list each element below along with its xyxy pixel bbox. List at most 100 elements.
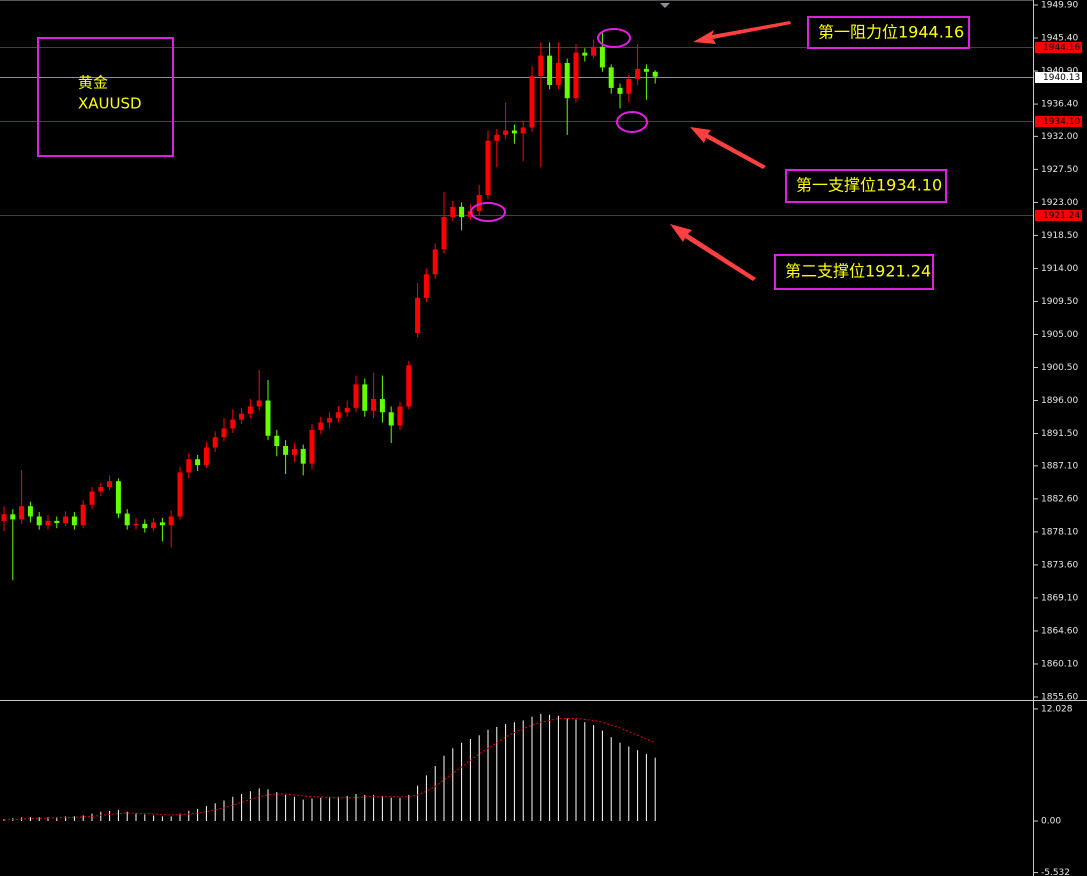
candle-body xyxy=(309,429,315,464)
level-label: 1940.13 xyxy=(1043,73,1080,83)
highlight-ellipse xyxy=(616,111,648,133)
highlight-ellipse xyxy=(597,28,631,48)
candle-body xyxy=(643,68,649,72)
y-tick-label: 1855.60 xyxy=(1041,693,1078,703)
y-tick-label: 1918.50 xyxy=(1041,231,1078,241)
level-tag xyxy=(1035,72,1082,83)
candle-body xyxy=(511,130,517,134)
candle-body xyxy=(564,62,570,99)
candle-body xyxy=(353,384,359,408)
arrow xyxy=(670,224,756,281)
candle-body xyxy=(538,55,544,77)
candle-body xyxy=(195,459,201,466)
candle-body xyxy=(98,487,104,492)
candle-body xyxy=(203,447,209,466)
level-tag xyxy=(1035,42,1082,53)
level-label: 1944.16 xyxy=(1043,43,1080,53)
candle-body xyxy=(450,206,456,218)
y-tick-label: 1882.60 xyxy=(1041,494,1078,504)
candle-body xyxy=(555,62,561,85)
candle-body xyxy=(652,71,658,77)
candle-body xyxy=(635,68,641,80)
candle-body xyxy=(362,384,368,411)
candle-body xyxy=(159,522,165,526)
candle-body xyxy=(54,520,60,524)
title-box xyxy=(37,37,174,157)
candle-body xyxy=(107,481,113,488)
candle-body xyxy=(344,407,350,413)
candle-body xyxy=(547,55,553,85)
candle-body xyxy=(573,52,579,99)
candle-body xyxy=(63,516,69,524)
y-tick-label: -5.532 xyxy=(1041,868,1070,876)
signal-line xyxy=(3,718,656,821)
candle-body xyxy=(608,67,614,88)
candle-body xyxy=(71,516,77,526)
candle-body xyxy=(124,513,130,526)
candle-body xyxy=(1,514,7,521)
candle-body xyxy=(379,399,385,413)
candle-body xyxy=(388,412,394,426)
candle-body xyxy=(503,130,509,135)
callout-text: 第一阻力位1944.16 xyxy=(818,23,964,42)
candle-body xyxy=(283,446,289,455)
y-tick-label: 1905.00 xyxy=(1041,330,1078,340)
candle-body xyxy=(335,412,341,419)
arrow xyxy=(690,127,766,169)
candle-body xyxy=(265,400,271,436)
y-tick-label: 12.028 xyxy=(1041,704,1073,714)
candle-body xyxy=(133,523,139,526)
y-tick-label: 1909.50 xyxy=(1041,297,1078,307)
y-tick-label: 1873.60 xyxy=(1041,560,1078,570)
candle-body xyxy=(617,87,623,94)
candle-body xyxy=(494,134,500,141)
candle-body xyxy=(371,399,377,411)
candle-body xyxy=(485,140,491,196)
candle-body xyxy=(239,413,245,420)
candle-body xyxy=(300,448,306,464)
candle-body xyxy=(415,297,421,334)
candle-body xyxy=(591,46,597,56)
candle-body xyxy=(247,406,253,414)
callout-box xyxy=(774,254,934,290)
candle-body xyxy=(291,448,297,455)
title: 黄金 xyxy=(78,74,108,92)
candle-body xyxy=(45,520,51,526)
callout-text: 第一支撑位1934.10 xyxy=(796,176,942,195)
candle-body xyxy=(274,435,280,447)
y-tick-label: 1878.10 xyxy=(1041,527,1078,537)
level-tag xyxy=(1035,210,1082,221)
shift-marker xyxy=(660,3,670,8)
candle-body xyxy=(168,516,174,526)
level-label: 1934.10 xyxy=(1043,117,1080,127)
candle-body xyxy=(626,79,632,94)
y-tick-label: 1860.10 xyxy=(1041,659,1078,669)
y-tick-label: 1864.60 xyxy=(1041,626,1078,636)
candle-body xyxy=(19,506,25,520)
candle-body xyxy=(36,516,42,526)
candle-body xyxy=(423,274,429,298)
y-tick-label: 1940.90 xyxy=(1041,67,1078,77)
y-tick-label: 1896.00 xyxy=(1041,396,1078,406)
candle-body xyxy=(432,249,438,275)
candle-body xyxy=(397,406,403,426)
candle-body xyxy=(256,400,262,407)
candle-body xyxy=(177,472,183,517)
highlight-ellipse xyxy=(470,202,506,222)
level-label: 1921.24 xyxy=(1043,211,1080,221)
candle-body xyxy=(212,437,218,448)
candle-body xyxy=(221,428,227,438)
candle-body xyxy=(476,195,482,212)
candle-body xyxy=(529,76,535,128)
candle-body xyxy=(406,365,412,407)
candle-body xyxy=(230,419,236,429)
y-tick-label: 1936.40 xyxy=(1041,100,1078,110)
y-tick-label: 1887.10 xyxy=(1041,461,1078,471)
candle-body xyxy=(142,523,148,529)
candle-body xyxy=(186,459,192,473)
candle-body xyxy=(89,491,95,505)
y-tick-label: 1869.10 xyxy=(1041,593,1078,603)
subtitle: XAUUSD xyxy=(78,95,142,113)
